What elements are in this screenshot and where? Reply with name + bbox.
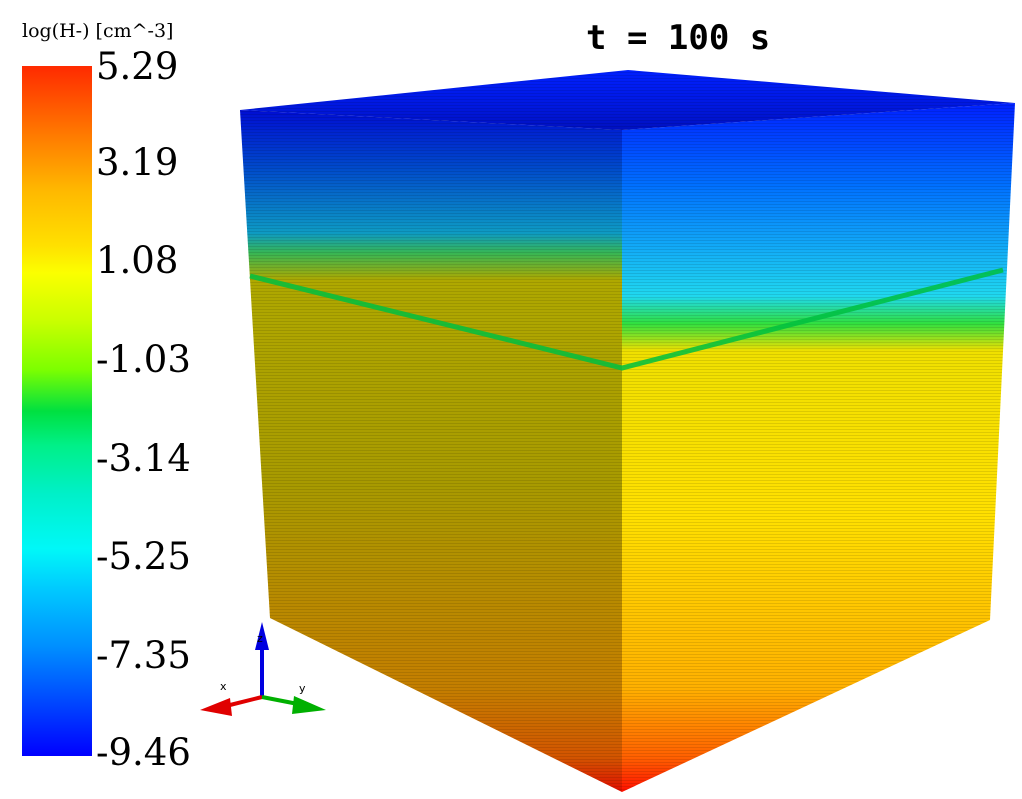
time-label: t = 100 s	[586, 18, 771, 58]
colorbar-tick-label: 1.08	[96, 239, 179, 282]
colorbar-tick-label: -1.03	[96, 338, 191, 381]
colorbar-tick-label: -3.14	[96, 437, 191, 480]
colorbar-tick-label: -9.46	[96, 731, 191, 774]
axes-triad	[200, 622, 326, 716]
colorbar-tick-label: 3.19	[96, 141, 179, 184]
axis-x-label: x	[220, 680, 227, 693]
colorbar-tick-label: -7.35	[96, 634, 191, 677]
colorbar-gradient	[22, 66, 92, 756]
colorbar-title: log(H-) [cm^-3]	[22, 20, 174, 42]
axis-z-label: z	[257, 632, 263, 645]
axis-y-label: y	[299, 682, 306, 695]
colorbar-tick-label: 5.29	[96, 45, 179, 88]
colorbar-tick-label: -5.25	[96, 535, 191, 578]
